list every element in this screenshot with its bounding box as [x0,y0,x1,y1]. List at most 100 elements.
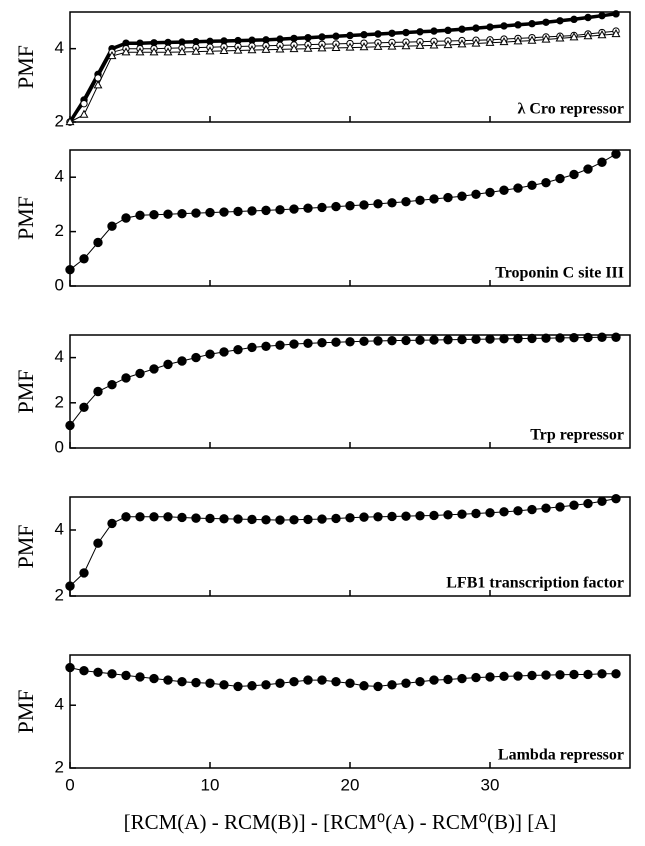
x-tick-label: 30 [481,775,500,794]
y-tick-label: 2 [55,757,64,776]
point [93,667,103,677]
point [429,335,439,345]
point [107,669,117,679]
point [219,45,229,54]
point [289,515,299,525]
point [331,201,341,212]
point [219,680,229,690]
point [415,511,425,521]
point [163,512,173,522]
point [359,200,369,210]
point [471,38,481,47]
point [303,675,313,685]
point [261,205,271,216]
point [121,213,131,223]
point [205,678,215,688]
point [317,202,327,213]
y-tick-label: 2 [55,111,64,130]
panel-label: LFB1 transcription factor [446,575,624,592]
point [401,678,411,688]
point [541,177,551,188]
point [345,678,355,688]
point [443,192,453,203]
point [65,264,75,275]
series-line [69,667,616,687]
point [569,333,579,343]
point [583,669,593,680]
series-line [69,336,616,426]
point [499,37,509,46]
point [597,496,607,506]
point [373,41,383,50]
point [583,31,593,40]
point [275,515,285,525]
point [289,204,299,214]
point [191,513,201,523]
point [107,518,117,529]
point [121,670,131,681]
point [247,681,257,691]
point [317,514,327,524]
point [121,373,131,383]
point [247,342,257,353]
point [233,206,243,217]
point [360,31,368,39]
point [444,26,452,35]
point [555,33,565,42]
point [149,364,159,374]
panel-label: Troponin C site III [495,265,624,282]
point [331,676,341,687]
point [177,46,187,56]
point [359,42,369,51]
point [65,662,75,673]
point [233,681,243,692]
point [542,18,550,26]
point [569,169,579,180]
point [177,676,187,687]
point [597,669,607,679]
point [527,35,537,44]
point [471,334,481,344]
point [457,673,467,684]
point [135,210,145,220]
point [401,511,411,521]
point [359,512,369,522]
point [373,199,383,209]
point [332,32,340,40]
point [555,502,565,512]
panel-label: Trp repressor [530,427,624,444]
point [457,334,467,345]
point [611,28,621,38]
point [611,332,621,342]
point [471,189,481,200]
point [163,209,173,219]
point [65,581,75,591]
point [261,341,271,351]
point [65,420,75,431]
point [345,337,355,347]
point [485,334,495,344]
point [79,568,89,578]
point [597,157,607,167]
point [93,386,103,397]
point [345,42,355,51]
y-axis-label: PMF [13,524,38,568]
point [289,43,299,53]
point [317,675,327,685]
point [318,33,326,41]
x-tick-label: 20 [341,775,360,794]
point [485,187,495,198]
x-tick-label: 0 [65,775,74,794]
point [93,538,103,548]
point [359,336,369,347]
point [135,512,145,522]
point [556,17,564,25]
y-tick-label: 2 [55,392,64,411]
point [457,191,467,201]
point [429,194,439,204]
point [177,512,187,523]
point [149,673,159,684]
y-tick-label: 4 [55,695,64,714]
point [247,514,257,525]
